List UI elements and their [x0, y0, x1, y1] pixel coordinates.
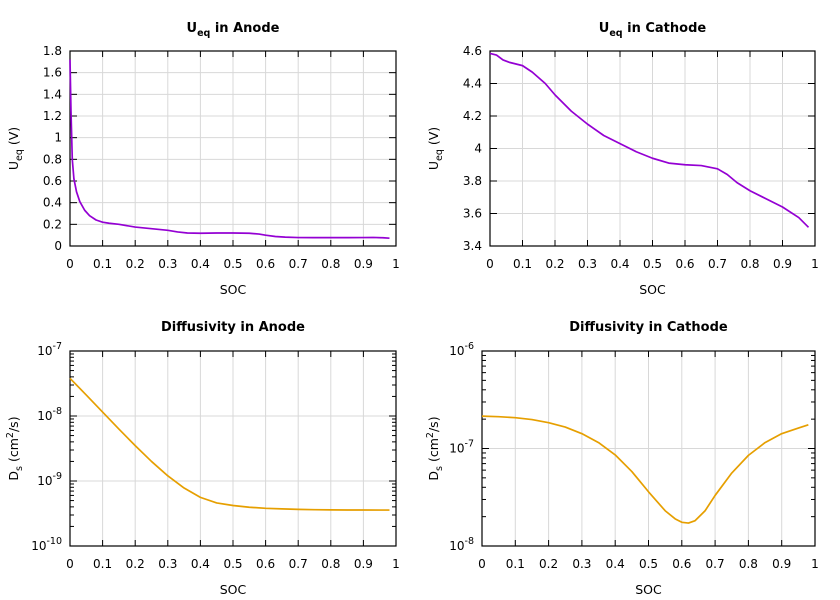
y-axis-label: Ds (cm2/s) — [425, 416, 445, 480]
x-tick-label: 0.5 — [643, 257, 662, 271]
x-tick-label: 0 — [478, 557, 486, 571]
x-tick-label: 0.7 — [708, 257, 727, 271]
y-tick-label: 10-6 — [449, 341, 474, 358]
y-tick-label: 4.6 — [463, 44, 482, 58]
x-tick-label: 0.7 — [289, 557, 308, 571]
x-tick-label: 1 — [392, 257, 400, 271]
y-tick-label: 4.2 — [463, 109, 482, 123]
x-tick-label: 0.6 — [672, 557, 691, 571]
y-tick-label: 10-8 — [37, 406, 62, 423]
y-tick-label: 10-7 — [449, 439, 474, 456]
x-tick-label: 0.4 — [606, 557, 625, 571]
grid — [482, 351, 815, 546]
x-tick-label: 0.9 — [772, 557, 791, 571]
y-tick-label: 1.8 — [43, 44, 62, 58]
x-tick-label: 0.2 — [539, 557, 558, 571]
x-tick-label: 0.3 — [578, 257, 597, 271]
x-axis-label: SOC — [639, 282, 666, 297]
y-tick-label: 4 — [474, 142, 482, 156]
x-axis-label: SOC — [635, 582, 662, 597]
x-tick-label: 0.4 — [610, 257, 629, 271]
series-line — [481, 415, 809, 524]
x-tick-label: 0.3 — [158, 257, 177, 271]
x-tick-label: 0.5 — [223, 557, 242, 571]
x-tick-label: 1 — [811, 557, 819, 571]
x-tick-label: 1 — [811, 257, 819, 271]
chart-anode-diffusivity: 0 0.1 0.2 0.3 0.4 0.5 0.6 0.7 0.8 0.9 1 10-10 10-9 10… — [5, 320, 400, 597]
chart-cathode-ueq: 0 0.1 0.2 0.3 0.4 0.5 0.6 0.7 0.8 0.9 1 3.4 3.6 3.8 4 4… — [426, 21, 819, 297]
x-tick-label: 0.6 — [256, 257, 275, 271]
y-axis-label: Ueq (V) — [426, 127, 445, 170]
x-tick-label: 0 — [486, 257, 494, 271]
x-tick-label: 0.4 — [191, 257, 210, 271]
x-tick-label: 0.1 — [506, 557, 525, 571]
y-tick-label: 10-7 — [37, 341, 62, 358]
x-tick-label: 0.2 — [545, 257, 564, 271]
x-tick-label: 0.5 — [639, 557, 658, 571]
x-tick-label: 0.8 — [739, 557, 758, 571]
y-tick-label: 0.8 — [43, 152, 62, 166]
x-tick-label: 0.8 — [740, 257, 759, 271]
x-tick-label: 0.9 — [354, 557, 373, 571]
y-tick-label: 3.6 — [463, 207, 482, 221]
x-tick-label: 0.2 — [126, 257, 145, 271]
x-tick-label: 0.1 — [93, 257, 112, 271]
x-tick-label: 0.8 — [321, 257, 340, 271]
y-tick-label: 0 — [54, 239, 62, 253]
x-tick-label: 0.5 — [223, 257, 242, 271]
series-line — [69, 59, 390, 240]
y-axis-label: Ueq (V) — [6, 127, 25, 170]
chart-title: Diffusivity in Anode — [161, 320, 305, 335]
x-axis-label: SOC — [220, 582, 247, 597]
x-tick-label: 0.9 — [773, 257, 792, 271]
x-tick-label: 0.7 — [289, 257, 308, 271]
series-line — [69, 377, 390, 511]
y-tick-label: 0.6 — [43, 174, 62, 188]
x-tick-label: 0.6 — [675, 257, 694, 271]
y-tick-label: 3.8 — [463, 174, 482, 188]
x-axis-label: SOC — [220, 282, 247, 297]
y-tick-label: 3.4 — [463, 239, 482, 253]
y-tick-label: 4.4 — [463, 77, 482, 91]
x-tick-label: 0 — [66, 257, 74, 271]
x-tick-label: 0.1 — [513, 257, 532, 271]
grid — [70, 351, 396, 546]
chart-title: Ueq in Anode — [187, 21, 280, 39]
x-tick-label: 0.6 — [256, 557, 275, 571]
x-tick-label: 0 — [66, 557, 74, 571]
x-tick-label: 0.8 — [321, 557, 340, 571]
x-tick-label: 1 — [392, 557, 400, 571]
x-tick-label: 0.1 — [93, 557, 112, 571]
x-tick-label: 0.3 — [158, 557, 177, 571]
y-tick-label: 10-9 — [37, 471, 62, 488]
chart-anode-ueq: 0 0.1 0.2 0.3 0.4 0.5 0.6 0.7 0.8 0.9 1 0 0.2 0.4 0.6 0… — [6, 21, 400, 297]
chart-cathode-diffusivity: 0 0.1 0.2 0.3 0.4 0.5 0.6 0.7 0.8 0.9 1 10-8 10-7 10-… — [425, 320, 819, 597]
x-tick-label: 0.7 — [706, 557, 725, 571]
x-tick-label: 0.3 — [572, 557, 591, 571]
series-line — [489, 52, 810, 228]
x-tick-label: 0.4 — [191, 557, 210, 571]
y-tick-label: 1.4 — [43, 87, 62, 101]
y-tick-label: 10-8 — [449, 536, 474, 553]
y-tick-label: 1.6 — [43, 66, 62, 80]
y-axis-label: Ds (cm2/s) — [5, 416, 25, 480]
x-tick-label: 0.2 — [126, 557, 145, 571]
y-tick-label: 10-10 — [31, 536, 62, 553]
chart-title: Ueq in Cathode — [599, 21, 707, 39]
grid — [490, 51, 815, 246]
y-tick-label: 1 — [54, 131, 62, 145]
y-tick-label: 0.2 — [43, 217, 62, 231]
y-tick-label: 0.4 — [43, 196, 62, 210]
chart-title: Diffusivity in Cathode — [569, 320, 728, 335]
x-tick-label: 0.9 — [354, 257, 373, 271]
grid — [70, 51, 396, 246]
y-tick-label: 1.2 — [43, 109, 62, 123]
